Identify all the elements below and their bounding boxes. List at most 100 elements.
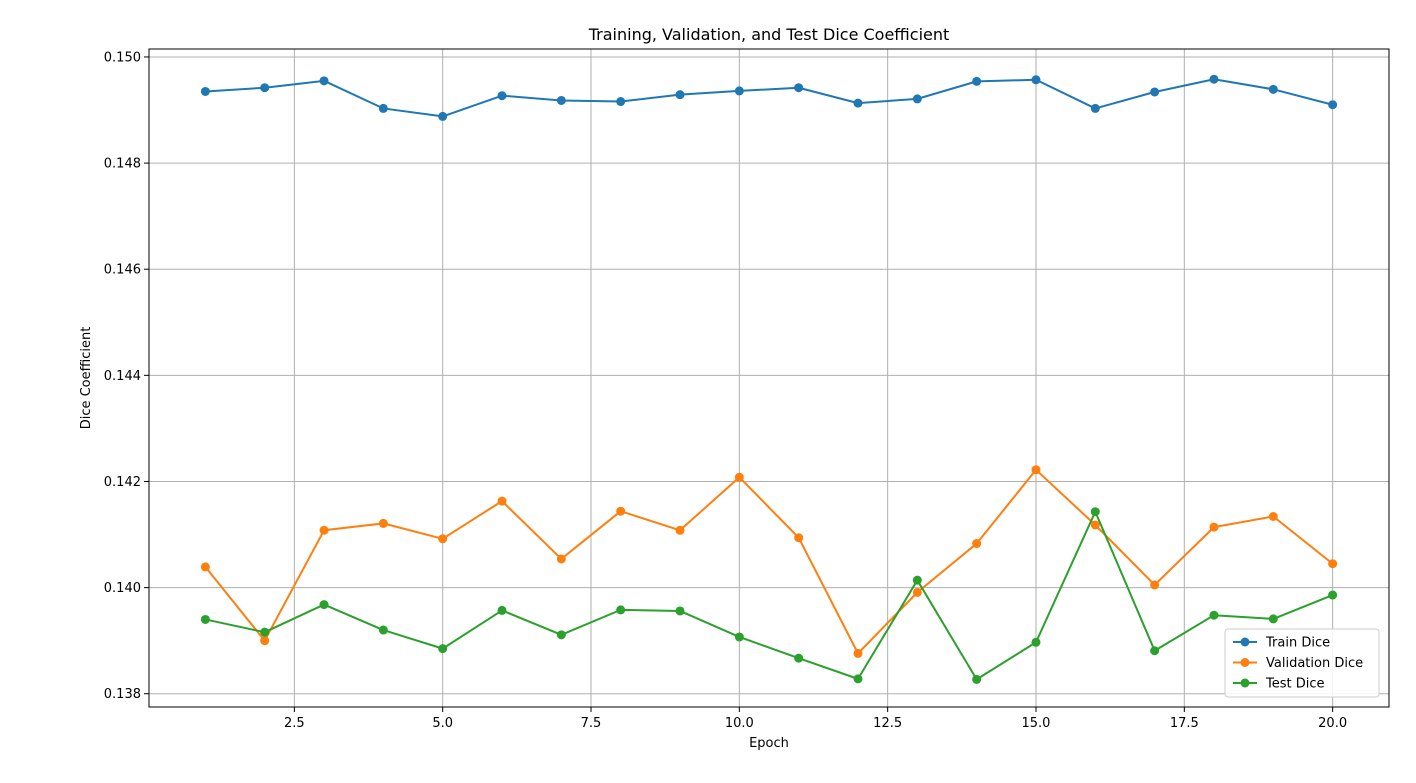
x-tick-label: 17.5 [1170,716,1199,731]
data-point [438,534,448,544]
data-point [972,674,982,684]
data-point [912,575,922,585]
data-point [1090,507,1100,517]
data-point [1090,520,1100,530]
x-axis-label: Epoch [749,736,789,751]
x-tick-label: 7.5 [581,716,602,731]
legend-entry: Train Dice [1233,636,1330,651]
y-tick-label: 0.140 [104,581,141,596]
data-point [260,627,270,637]
data-point [556,95,566,105]
data-point [734,472,744,482]
x-tick-label: 12.5 [873,716,902,731]
data-point [200,614,210,624]
data-point [497,496,507,506]
data-point [853,648,863,658]
data-point [556,554,566,564]
data-point [853,98,863,108]
data-point [319,525,329,535]
data-point [1209,522,1219,532]
data-point [1268,84,1278,94]
x-tick-label: 5.0 [432,716,453,731]
data-point [1328,590,1338,600]
data-point [200,562,210,572]
data-point [260,83,270,93]
data-point [1150,87,1160,97]
data-point [1328,100,1338,110]
data-point [972,539,982,549]
data-point [438,111,448,121]
data-point [556,630,566,640]
data-point [675,606,685,616]
legend-marker [1240,658,1250,667]
data-point [319,76,329,86]
y-tick-label: 0.146 [104,263,141,278]
data-point [1328,559,1338,569]
x-tick-label: 15.0 [1022,716,1051,731]
chart-title: Training, Validation, and Test Dice Coef… [588,25,950,44]
data-point [972,76,982,86]
data-point [1090,103,1100,113]
x-tick-label: 20.0 [1318,716,1347,731]
data-point [200,86,210,96]
data-point [616,506,626,516]
plot-frame [148,48,1390,708]
series-line [205,510,1334,681]
data-point [1268,511,1278,521]
data-point [616,605,626,615]
data-point [378,103,388,113]
y-axis-label: Dice Coefficient [79,327,94,430]
series-line [204,468,1334,655]
grid-lines [149,49,1389,707]
legend-label: Test Dice [1265,677,1325,692]
data-point [794,653,804,663]
data-point [378,625,388,635]
data-point [497,91,507,101]
y-tick-label: 0.138 [104,687,141,702]
data-point [1031,465,1041,475]
legend: Train Dice Validation Dice Test Dice [1224,628,1380,698]
legend-label: Validation Dice [1266,656,1363,671]
data-point [734,86,744,96]
data-point [438,644,448,654]
data-point [1209,610,1219,620]
series-train-dice [200,74,1338,121]
data-point [734,632,744,642]
data-point [794,533,804,543]
data-point [675,90,685,100]
data-point [1209,74,1219,84]
y-tick-label: 0.142 [104,475,141,490]
data-point [912,587,922,597]
data-point [1150,580,1160,590]
data-point [319,600,329,610]
legend-entry: Test Dice [1233,677,1325,692]
data-point [1031,637,1041,647]
series-test-dice [200,507,1338,684]
data-point [260,636,270,646]
y-tick-label: 0.144 [104,369,141,384]
legend-marker [1240,678,1250,688]
data-point [1150,646,1160,656]
axis-ticks: 2.5 5.0 7.5 10.0 12.5 15.0 17.5 20.0 0.138 0.140 0… [104,50,1347,731]
data-point [497,605,507,615]
x-tick-label: 10.0 [725,716,754,731]
data-point [1031,75,1041,85]
data-point [912,94,922,104]
data-point [853,674,863,684]
legend-label: Train Dice [1265,636,1330,651]
y-tick-label: 0.150 [104,50,141,65]
series-layer [200,74,1338,684]
y-tick-label: 0.148 [104,157,141,172]
series-validation-dice [200,465,1338,658]
x-tick-label: 2.5 [284,716,305,731]
legend-entry: Validation Dice [1233,656,1363,671]
data-point [675,525,685,535]
series-line [205,78,1333,118]
data-point [794,83,804,93]
data-point [378,518,388,528]
legend-box [1224,628,1380,698]
legend-marker [1240,637,1250,647]
data-point [1268,614,1278,624]
